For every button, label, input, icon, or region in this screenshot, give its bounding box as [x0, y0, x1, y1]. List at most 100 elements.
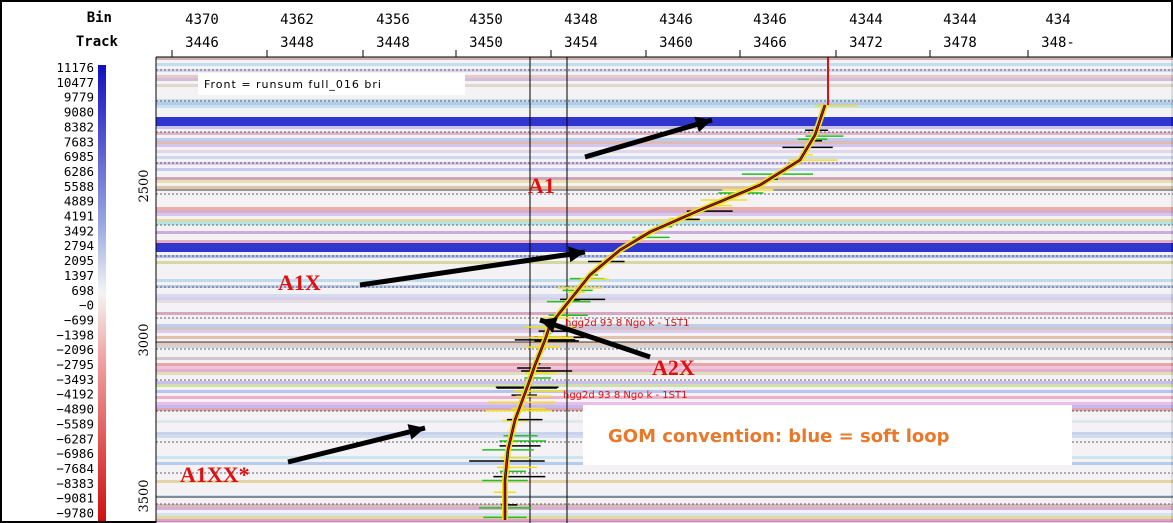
annotation: A1X [278, 270, 321, 295]
seismic-band [156, 213, 1173, 216]
depth-label: 2500 [137, 169, 152, 202]
seismic-band [156, 477, 1173, 480]
seismic-band [156, 465, 1173, 468]
bin-value: 4346 [753, 12, 787, 28]
annotation: A1 [528, 173, 555, 198]
seismic-band [156, 252, 1173, 255]
seismic-band [156, 468, 1173, 471]
seismic-band [156, 150, 1173, 153]
bin-value: 434 [1045, 12, 1070, 28]
color-scale-label: −9780 [56, 506, 94, 521]
seismic-band [156, 138, 1173, 141]
color-scale-label: 2095 [64, 253, 94, 268]
depth-label: 3000 [137, 323, 152, 356]
seismic-band [156, 516, 1173, 519]
seismic-band [156, 342, 1173, 345]
seismic-band [156, 312, 1173, 315]
seismic-band [156, 345, 1173, 348]
well-label: hgg2d 93 8 Ngo k - 1ST1 [565, 318, 689, 329]
color-scale-label: −5589 [56, 416, 94, 431]
seismic-band [156, 144, 1173, 147]
display-label: Front = runsum full_016 bri [204, 78, 382, 91]
seismic-band [156, 246, 1173, 249]
bin-value: 4346 [659, 12, 693, 28]
note: GOM convention: blue = soft loop [608, 426, 950, 447]
seismic-band [156, 219, 1173, 222]
seismic-band [156, 492, 1173, 495]
seismic-band [156, 300, 1173, 303]
color-scale-label: 7683 [64, 134, 94, 149]
seismic-band [156, 351, 1173, 354]
seismic-band [156, 261, 1173, 264]
color-scale-label: −699 [64, 312, 94, 327]
seismic-band [156, 501, 1173, 504]
seismic-band [156, 513, 1173, 516]
seismic-band [156, 114, 1173, 117]
seismic-band [156, 66, 1173, 69]
seismic-band [156, 99, 1173, 102]
color-scale-label: 8382 [64, 119, 94, 134]
color-scale-label: −2795 [56, 357, 94, 372]
bin-value: 4344 [943, 12, 977, 28]
color-scale-label: −7684 [56, 461, 94, 476]
color-scale-label: −1398 [56, 327, 94, 342]
seismic-band [156, 402, 1173, 405]
track-value: 3450 [469, 35, 503, 51]
seismic-band [156, 333, 1173, 336]
seismic-band [156, 117, 1173, 120]
seismic-band [156, 234, 1173, 237]
annotation: A2X [652, 355, 695, 380]
color-scale-label: −8383 [56, 476, 94, 491]
seismic-band [156, 168, 1173, 171]
color-scale-label: 9080 [64, 105, 94, 120]
seismic-band [156, 384, 1173, 387]
color-scale-label: 9779 [64, 90, 94, 105]
seismic-band [156, 471, 1173, 474]
color-scale-label: 6286 [64, 164, 94, 179]
seismic-band [156, 105, 1173, 108]
bin-value: 4350 [469, 12, 503, 28]
seismic-band [156, 507, 1173, 510]
seismic-band [156, 141, 1173, 144]
seismic-band [156, 330, 1173, 333]
track-value: 3448 [280, 35, 314, 51]
color-scale-label: 2794 [64, 238, 94, 253]
color-scale-label: −9081 [56, 491, 94, 506]
seismic-band [156, 249, 1173, 252]
color-scale-label: 4191 [64, 209, 94, 224]
track-label: Track [76, 34, 119, 50]
seismic-band [156, 183, 1173, 186]
seismic-band [156, 210, 1173, 213]
seismic-band [156, 201, 1173, 204]
seismic-band [156, 171, 1173, 174]
color-scale-label: 5588 [64, 179, 94, 194]
seismic-band [156, 192, 1173, 195]
bin-value: 4344 [849, 12, 883, 28]
track-value: 3448 [376, 35, 410, 51]
seismic-band [156, 153, 1173, 156]
color-scale-label: 3492 [64, 223, 94, 238]
color-scale-label: 4889 [64, 194, 94, 209]
track-value: 3466 [753, 35, 787, 51]
track-value: 3472 [849, 35, 883, 51]
color-scale-label: 10477 [56, 75, 94, 90]
seismic-band [156, 174, 1173, 177]
color-scale-label: −3493 [56, 372, 94, 387]
color-scale-label: −2096 [56, 342, 94, 357]
seismic-band [156, 297, 1173, 300]
seismic-band [156, 177, 1173, 180]
seismic-band [156, 147, 1173, 150]
seismic-band [156, 120, 1173, 123]
color-scale-label: −4192 [56, 387, 94, 402]
track-value: 3446 [185, 35, 219, 51]
seismic-band [156, 180, 1173, 183]
seismic-band [156, 195, 1173, 198]
seismic-band [156, 162, 1173, 165]
seismic-band [156, 96, 1173, 99]
seismic-band [156, 108, 1173, 111]
bin-value: 4348 [564, 12, 598, 28]
seismic-band [156, 216, 1173, 219]
seismic-band [156, 519, 1173, 522]
seismic-band [156, 339, 1173, 342]
seismic-band [156, 303, 1173, 306]
